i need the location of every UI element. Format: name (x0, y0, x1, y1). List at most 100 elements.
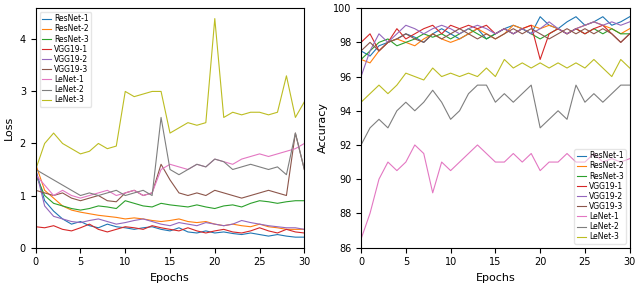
Line: VGG19-3: VGG19-3 (36, 133, 305, 202)
ResNet-3 (590, 27, 598, 30)
ResNet-2 (140, 217, 147, 221)
LeNet-2 (384, 126, 392, 130)
ResNet-3 (184, 205, 192, 209)
VGG19-2 (465, 27, 472, 30)
ResNet-1 (220, 230, 228, 234)
LeNet-1 (590, 152, 598, 155)
VGG19-2 (447, 27, 454, 30)
LeNet-2 (283, 173, 291, 177)
LeNet-3 (357, 100, 365, 104)
ResNet-1 (536, 15, 544, 18)
ResNet-2 (608, 27, 616, 30)
VGG19-3 (256, 191, 264, 195)
ResNet-2 (113, 216, 120, 219)
LeNet-2 (59, 183, 67, 187)
Line: LeNet-2: LeNet-2 (36, 117, 305, 195)
VGG19-1 (166, 228, 174, 231)
ResNet-1 (86, 224, 93, 227)
LeNet-1 (527, 152, 535, 155)
LeNet-1 (86, 194, 93, 197)
LeNet-3 (140, 92, 147, 96)
VGG19-1 (247, 229, 255, 233)
VGG19-1 (581, 32, 589, 36)
ResNet-2 (357, 58, 365, 61)
ResNet-3 (193, 203, 201, 207)
VGG19-3 (104, 199, 111, 202)
LeNet-3 (184, 121, 192, 124)
LeNet-2 (265, 168, 273, 171)
ResNet-2 (554, 27, 562, 30)
ResNet-2 (175, 217, 183, 221)
LeNet-3 (50, 131, 58, 135)
ResNet-3 (265, 200, 273, 203)
LeNet-3 (202, 121, 210, 124)
ResNet-1 (438, 27, 445, 30)
ResNet-1 (474, 27, 481, 30)
ResNet-1 (411, 36, 419, 39)
VGG19-1 (545, 32, 553, 36)
LeNet-1 (366, 212, 374, 215)
LeNet-2 (393, 109, 401, 113)
LeNet-2 (41, 173, 49, 177)
ResNet-2 (77, 210, 84, 214)
LeNet-1 (122, 191, 129, 195)
LeNet-1 (175, 165, 183, 169)
ResNet-2 (518, 27, 526, 30)
VGG19-1 (140, 228, 147, 231)
ResNet-3 (283, 200, 291, 203)
LeNet-3 (157, 90, 165, 93)
LeNet-3 (122, 90, 129, 93)
VGG19-2 (608, 20, 616, 24)
LeNet-2 (301, 168, 308, 171)
LeNet-2 (509, 100, 517, 104)
Line: LeNet-1: LeNet-1 (36, 144, 305, 198)
VGG19-1 (148, 224, 156, 227)
VGG19-1 (608, 32, 616, 36)
ResNet-1 (301, 235, 308, 239)
ResNet-2 (104, 215, 111, 218)
LeNet-1 (220, 160, 228, 163)
LeNet-3 (68, 147, 76, 150)
ResNet-1 (292, 235, 300, 239)
LeNet-2 (438, 100, 445, 104)
LeNet-2 (536, 126, 544, 130)
ResNet-3 (411, 37, 419, 41)
LeNet-3 (438, 75, 445, 78)
LeNet-3 (274, 110, 282, 114)
LeNet-1 (518, 160, 526, 164)
ResNet-2 (447, 41, 454, 44)
LeNet-1 (402, 160, 410, 164)
VGG19-2 (283, 226, 291, 230)
ResNet-3 (438, 32, 445, 36)
ResNet-2 (366, 61, 374, 65)
ResNet-2 (122, 217, 129, 221)
X-axis label: Epochs: Epochs (476, 273, 515, 283)
ResNet-1 (229, 232, 237, 235)
VGG19-3 (184, 194, 192, 197)
VGG19-2 (202, 221, 210, 224)
LeNet-2 (456, 109, 463, 113)
LeNet-3 (220, 116, 228, 119)
LeNet-3 (238, 113, 246, 117)
LeNet-2 (157, 116, 165, 119)
ResNet-3 (238, 205, 246, 209)
ResNet-1 (509, 24, 517, 27)
LeNet-1 (238, 157, 246, 161)
VGG19-1 (301, 231, 308, 235)
VGG19-2 (411, 27, 419, 30)
LeNet-1 (95, 191, 102, 195)
LeNet-1 (283, 150, 291, 153)
ResNet-3 (77, 208, 84, 212)
VGG19-1 (492, 32, 499, 36)
ResNet-2 (95, 214, 102, 217)
LeNet-3 (393, 84, 401, 87)
ResNet-1 (581, 24, 589, 27)
ResNet-2 (474, 27, 481, 30)
LeNet-2 (202, 165, 210, 169)
ResNet-1 (148, 225, 156, 228)
VGG19-1 (211, 229, 219, 233)
ResNet-3 (500, 27, 508, 30)
VGG19-2 (122, 221, 129, 224)
ResNet-3 (483, 37, 490, 41)
ResNet-2 (292, 228, 300, 231)
